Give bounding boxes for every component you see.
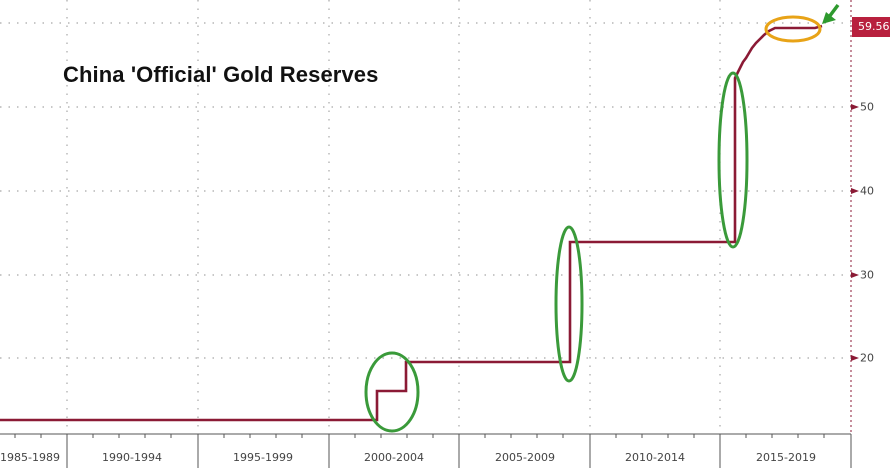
y-tick-label: 20 — [860, 351, 874, 365]
x-tick-label: 1995-1999 — [233, 451, 293, 464]
annotation-ellipse-2015 — [717, 71, 749, 249]
x-axis — [0, 433, 852, 468]
annotation-ellipse-2009 — [554, 225, 584, 383]
green-annotations — [364, 71, 749, 433]
y-tick-label: 40 — [860, 184, 874, 198]
x-tick-label: 2015-2019 — [756, 451, 816, 464]
y-tick-label: 30 — [860, 268, 874, 282]
x-tick-label: 2000-2004 — [364, 451, 424, 464]
arrow-icon — [822, 3, 840, 24]
x-tick-label: 2010-2014 — [625, 451, 685, 464]
x-tick-label: 2005-2009 — [495, 451, 555, 464]
annotation-ellipse-2001 — [364, 351, 420, 433]
y-tick-label: 50 — [860, 100, 874, 114]
chart-title: China 'Official' Gold Reserves — [63, 62, 379, 87]
horizontal-gridlines — [0, 22, 851, 359]
last-value-badge: 59.56 — [852, 17, 890, 37]
annotation-ellipse-flat — [764, 15, 822, 43]
x-tick-label: 1985-1989 — [0, 451, 60, 464]
gold-reserves-line — [0, 24, 823, 422]
x-tick-label: 1990-1994 — [102, 451, 162, 464]
y-axis — [850, 0, 859, 434]
